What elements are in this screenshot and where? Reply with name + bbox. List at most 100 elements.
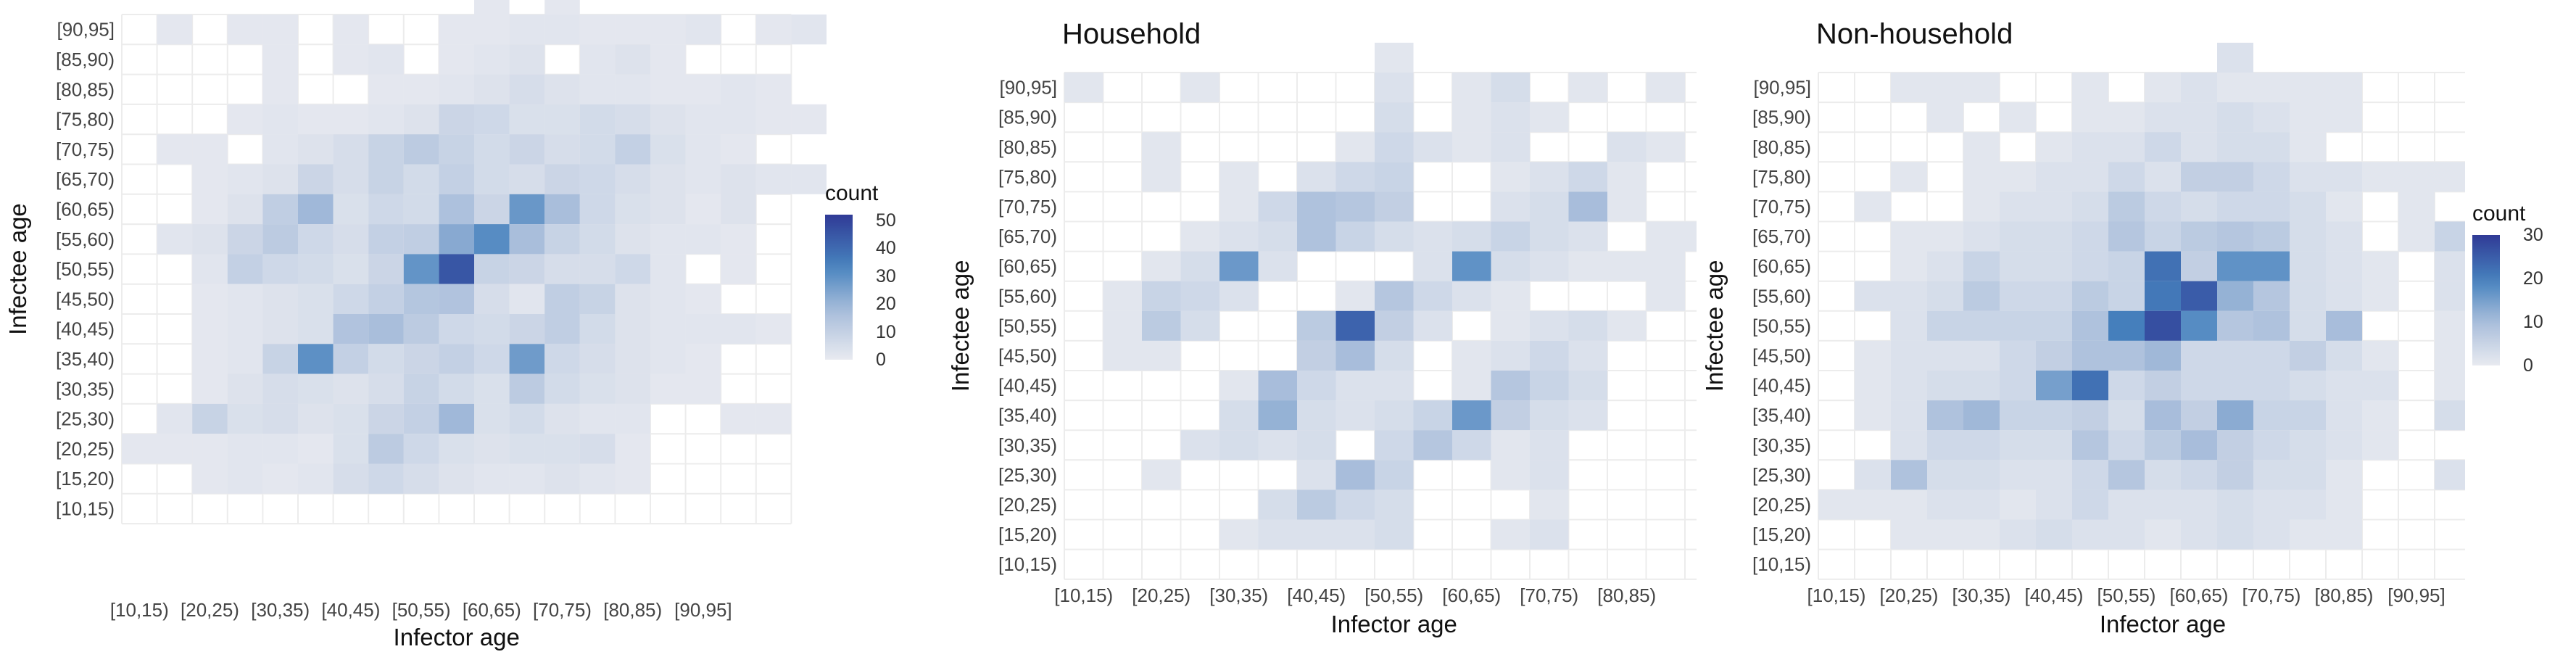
heatmap-cell	[1927, 73, 1963, 103]
heatmap-cell	[1855, 490, 1891, 520]
heatmap-cell	[2326, 519, 2362, 550]
heatmap-cell	[157, 15, 193, 45]
heatmap-cell	[2036, 251, 2072, 281]
heatmap-cell	[2398, 191, 2435, 222]
heatmap-cell	[1891, 430, 1927, 460]
heatmap-cell	[1335, 460, 1375, 490]
heatmap-cell	[2145, 73, 2181, 103]
heatmap-cell	[615, 254, 650, 284]
heatmap-cell	[2145, 340, 2181, 371]
heatmap-cell	[615, 104, 650, 135]
heatmap-cell	[1258, 251, 1297, 281]
heatmap-cell	[1927, 340, 1963, 371]
heatmap-cell	[192, 463, 228, 494]
heatmap-cell	[1375, 42, 1414, 73]
y-tick-label: [65,70)	[998, 226, 1057, 247]
y-tick-label: [55,60)	[1752, 285, 1811, 307]
heatmap-cells	[1064, 42, 1724, 550]
heatmap-cell	[1963, 310, 2000, 341]
heatmap-cell	[1258, 191, 1297, 222]
heatmap-cell	[1568, 340, 1607, 371]
heatmap-cell	[439, 74, 474, 104]
heatmap-cell	[1685, 221, 1724, 252]
heatmap-cell	[1855, 371, 1891, 401]
y-tick-label: [85,90)	[1752, 107, 1811, 128]
heatmap-cell	[474, 0, 510, 15]
heatmap-cell	[1375, 102, 1414, 133]
heatmap-cell	[227, 344, 263, 374]
heatmap-cell	[2145, 460, 2181, 490]
heatmap-cell	[1142, 251, 1181, 281]
heatmap-cell	[544, 434, 580, 464]
heatmap-cell	[509, 104, 545, 135]
heatmap-cell	[227, 403, 263, 434]
x-tick-label: [10,15)	[110, 599, 169, 621]
heatmap-cell	[2253, 490, 2290, 520]
x-tick-label: [20,25)	[1132, 585, 1190, 606]
heatmap-cell	[579, 15, 616, 45]
heatmap-cell	[262, 224, 298, 255]
heatmap-cell	[685, 164, 721, 194]
heatmap-cell	[122, 434, 157, 464]
y-tick-label: [45,50)	[56, 288, 115, 310]
heatmap-cell	[2181, 460, 2217, 490]
heatmap-cell	[1297, 221, 1336, 252]
heatmap-cell	[2362, 162, 2398, 192]
heatmap-cell	[1335, 519, 1375, 550]
heatmap-cell	[685, 134, 721, 165]
heatmap-cell	[2362, 430, 2398, 460]
heatmap-cell	[1258, 371, 1297, 401]
heatmap-cell	[2108, 281, 2145, 311]
heatmap-cell	[1103, 310, 1142, 341]
heatmap-cell	[1375, 340, 1414, 371]
heatmap-cell	[1258, 221, 1297, 252]
heatmap-cell	[615, 314, 650, 344]
heatmap-cell	[2253, 340, 2290, 371]
heatmap-cell	[1891, 460, 1927, 490]
heatmap-cell	[1607, 132, 1647, 162]
heatmap-cell	[1568, 310, 1607, 341]
y-tick-label: [80,85)	[56, 78, 115, 100]
heatmap-cell	[2217, 490, 2253, 520]
y-tick-label: [75,80)	[1752, 166, 1811, 188]
heatmap-cell	[474, 463, 510, 494]
heatmap-cell	[1963, 162, 2000, 192]
heatmap-cell	[474, 224, 510, 255]
heatmap-cell	[721, 224, 756, 255]
heatmap-cell	[2326, 490, 2362, 520]
heatmap-cell	[403, 224, 439, 255]
heatmap-cell	[2290, 191, 2326, 222]
y-tick-label: [35,40)	[998, 405, 1057, 426]
heatmap-cell	[1530, 460, 1569, 490]
heatmap-cell	[1891, 221, 1927, 252]
heatmap-cell	[2145, 221, 2181, 252]
legend-tick-label: 40	[876, 238, 896, 259]
heatmap-cell	[2108, 162, 2145, 192]
heatmap-cell	[579, 74, 616, 104]
heatmap-cell	[2000, 191, 2036, 222]
heatmap-cell	[262, 434, 298, 464]
heatmap-cell	[615, 403, 650, 434]
heatmap-cell	[615, 373, 650, 404]
heatmap-cell	[1963, 132, 2000, 162]
heatmap-cell	[1818, 490, 1855, 520]
y-axis-title: Infectee age	[947, 260, 974, 392]
heatmap-cell	[685, 194, 721, 225]
heatmap-cell	[2181, 400, 2217, 431]
heatmap-cell	[1530, 490, 1569, 520]
heatmap-cell	[1297, 371, 1336, 401]
heatmap-cell	[1927, 430, 1963, 460]
heatmap-cell	[1927, 519, 1963, 550]
heatmap-cell	[2326, 191, 2362, 222]
y-axis-title: Infectee age	[4, 203, 31, 335]
heatmap-cell	[2145, 102, 2181, 133]
heatmap-cell	[2145, 490, 2181, 520]
heatmap-cell	[2290, 132, 2326, 162]
heatmap-cell	[721, 104, 756, 135]
heatmap-cell	[1530, 371, 1569, 401]
heatmap-panel-non-household: Non-household [90,95] [85,90) [80,85) [75,8…	[1697, 0, 2576, 661]
heatmap-cell	[1375, 460, 1414, 490]
y-tick-label: [50,55)	[998, 315, 1057, 336]
heatmap-cell	[1375, 132, 1414, 162]
heatmap-cell	[2072, 371, 2108, 401]
